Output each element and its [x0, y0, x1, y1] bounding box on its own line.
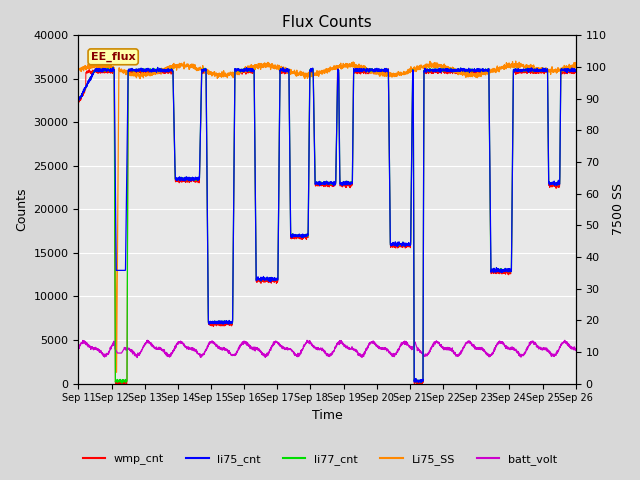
Y-axis label: 7500 SS: 7500 SS: [612, 183, 625, 235]
Text: EE_flux: EE_flux: [91, 52, 136, 62]
Legend: wmp_cnt, li75_cnt, li77_cnt, Li75_SS, batt_volt: wmp_cnt, li75_cnt, li77_cnt, Li75_SS, ba…: [78, 450, 562, 469]
X-axis label: Time: Time: [312, 409, 342, 422]
Title: Flux Counts: Flux Counts: [282, 15, 372, 30]
Y-axis label: Counts: Counts: [15, 188, 28, 231]
